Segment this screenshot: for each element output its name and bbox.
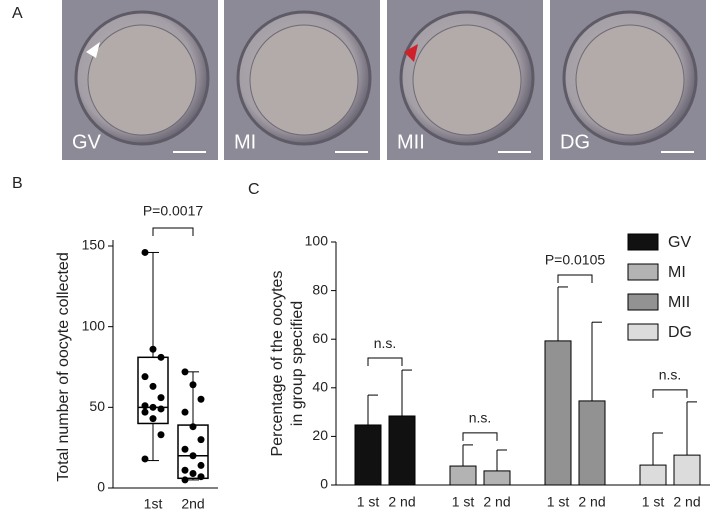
data-point — [141, 455, 149, 463]
y-axis-title: in group specified — [289, 301, 306, 426]
bracket — [557, 274, 593, 283]
data-point — [141, 248, 149, 256]
legend-swatch — [627, 323, 659, 341]
data-point — [181, 445, 189, 453]
data-point — [189, 381, 197, 389]
x-tick-label: 2 nd — [578, 494, 605, 510]
data-point — [197, 461, 205, 469]
data-point — [157, 353, 165, 361]
y-tick-label: 80 — [312, 281, 328, 297]
data-point — [141, 402, 149, 410]
bar — [354, 424, 382, 486]
y-tick-label: 50 — [89, 398, 105, 414]
data-point — [189, 423, 197, 431]
legend-label: MI — [668, 264, 686, 281]
legend-label: GV — [668, 234, 691, 251]
y-tick-label: 0 — [320, 476, 328, 492]
y-tick-label: 60 — [312, 330, 328, 346]
x-tick-label: 1st — [144, 496, 163, 512]
panel-label: A — [12, 5, 23, 22]
data-point — [141, 373, 149, 381]
x-tick-label: 1 st — [357, 494, 380, 510]
data-point — [181, 466, 189, 474]
bracket — [367, 357, 403, 367]
data-point — [149, 382, 157, 390]
annotation: P=0.0017 — [143, 203, 204, 219]
data-point — [149, 415, 157, 423]
panel-label: C — [248, 181, 260, 198]
y-tick-label: 100 — [82, 317, 106, 333]
bar — [544, 340, 572, 486]
y-tick-label: 150 — [82, 237, 106, 253]
bar — [673, 454, 701, 486]
data-point — [181, 476, 189, 484]
bar — [639, 464, 667, 486]
ooplasm — [412, 24, 522, 136]
data-point — [181, 408, 189, 416]
micrograph-label: GV — [72, 131, 102, 153]
bar — [449, 465, 477, 486]
legend-label: MII — [668, 294, 690, 311]
arrowhead — [86, 42, 100, 58]
data-point — [197, 436, 205, 444]
data-point — [189, 469, 197, 477]
data-point — [197, 473, 205, 481]
y-axis-title: Percentage of the oocytes — [269, 271, 286, 457]
data-point — [141, 408, 149, 416]
panel-label: B — [12, 175, 23, 192]
ooplasm — [87, 24, 197, 136]
legend-swatch — [627, 263, 659, 281]
micrograph-label: MII — [397, 131, 425, 153]
annotation: P=0.0105 — [545, 252, 606, 268]
ooplasm — [249, 24, 359, 136]
x-tick-label: 1 st — [642, 494, 665, 510]
data-point — [149, 345, 157, 353]
bar — [388, 415, 416, 486]
annotation: n.s. — [469, 410, 492, 426]
data-point — [157, 394, 165, 402]
x-tick-label: 2 nd — [483, 494, 510, 510]
annotation: n.s. — [659, 367, 682, 383]
data-point — [157, 431, 165, 439]
data-point — [197, 395, 205, 403]
y-axis-title: Total number of oocyte collected — [55, 252, 72, 481]
y-tick-label: 100 — [305, 233, 329, 249]
data-point — [157, 405, 165, 413]
box — [137, 356, 169, 425]
bracket — [652, 389, 688, 398]
y-tick-label: 0 — [97, 479, 105, 495]
x-tick-label: 2 nd — [673, 494, 700, 510]
y-tick-label: 40 — [312, 379, 328, 395]
bracket — [152, 227, 194, 236]
annotation: n.s. — [374, 335, 397, 351]
legend-label: DG — [668, 324, 692, 341]
data-point — [189, 452, 197, 460]
bracket — [462, 432, 498, 441]
x-tick-label: 1 st — [547, 494, 570, 510]
legend-swatch — [627, 293, 659, 311]
bar — [483, 470, 511, 486]
legend-swatch — [627, 233, 659, 251]
ooplasm — [575, 24, 685, 136]
x-tick-label: 2 nd — [388, 494, 415, 510]
data-point — [149, 403, 157, 411]
micrograph-label: DG — [560, 131, 590, 153]
arrowhead — [404, 44, 418, 62]
y-tick-label: 20 — [312, 427, 328, 443]
x-tick-label: 2nd — [181, 496, 204, 512]
micrograph-label: MI — [234, 131, 256, 153]
bar — [578, 400, 606, 486]
data-point — [181, 368, 189, 376]
x-tick-label: 1 st — [452, 494, 475, 510]
